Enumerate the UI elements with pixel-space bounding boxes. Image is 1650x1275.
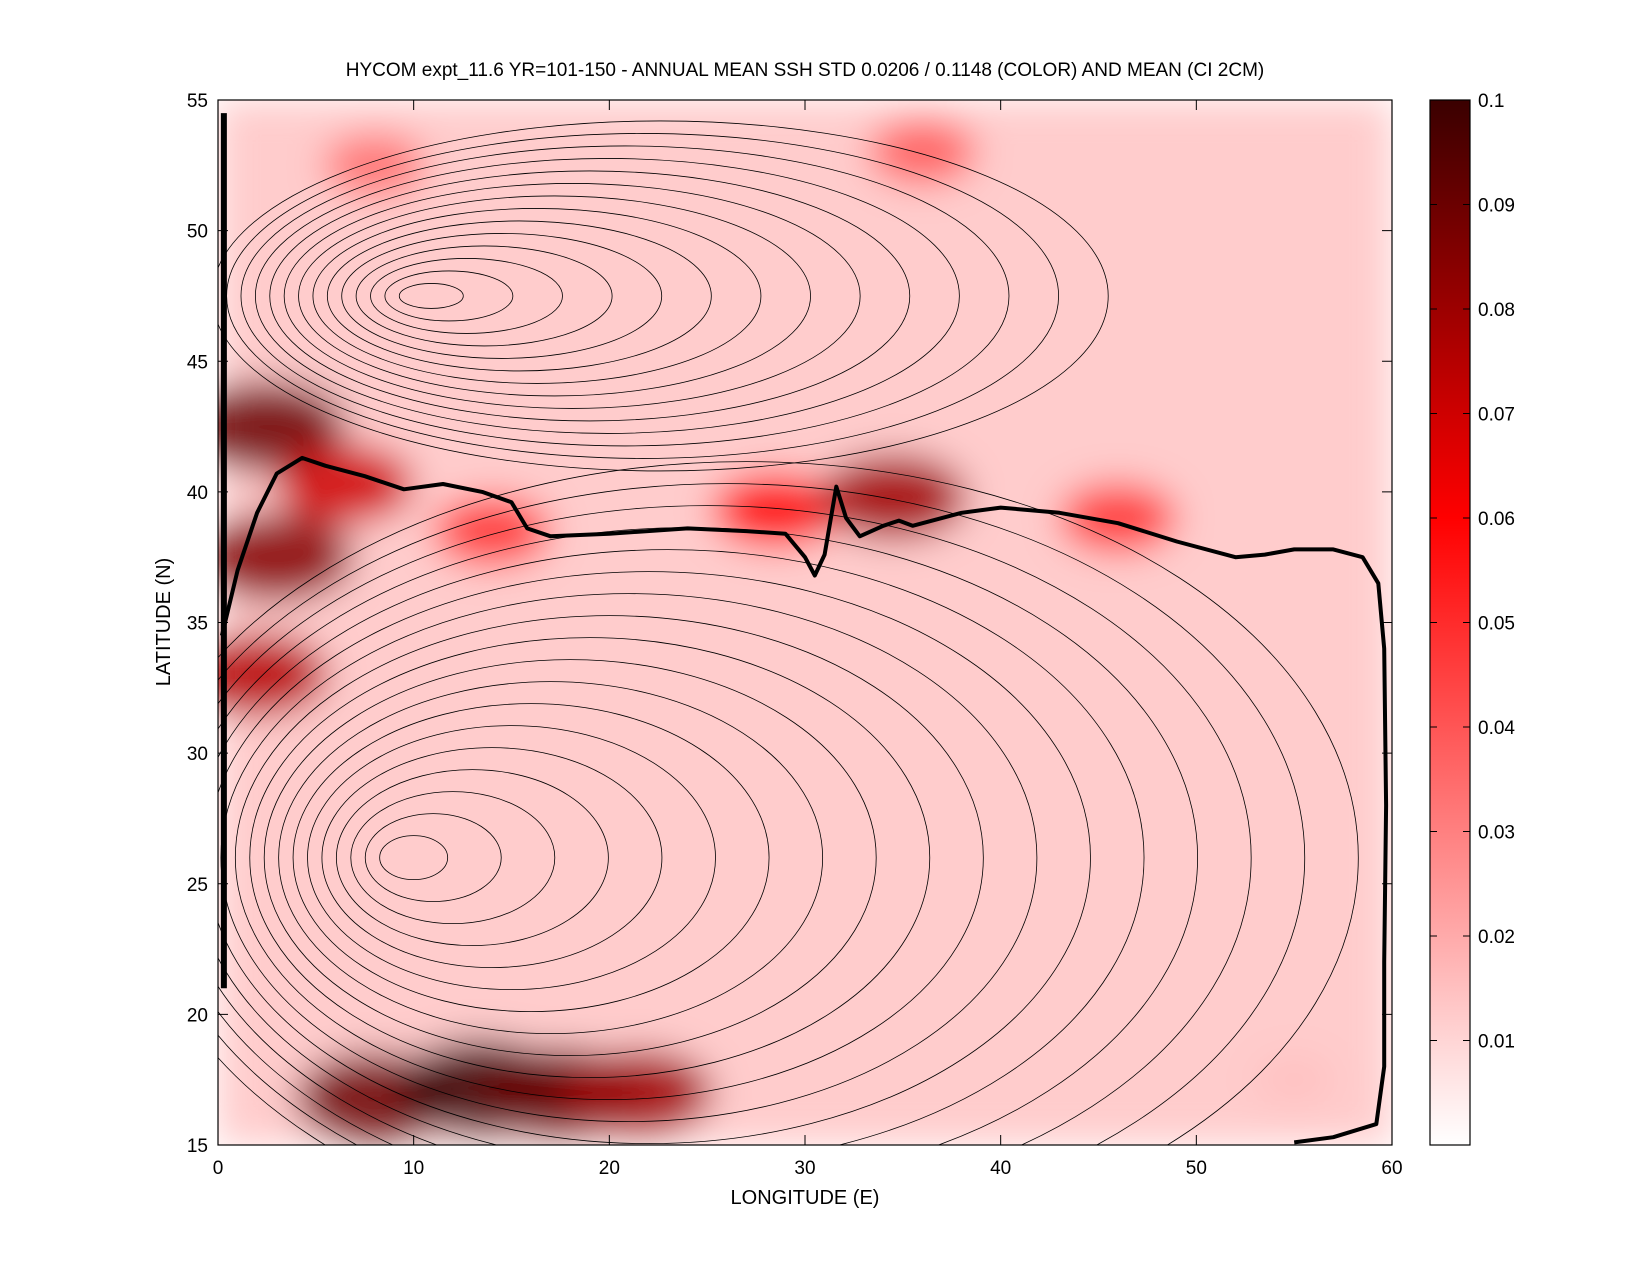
x-tick-label: 60	[1381, 1158, 1402, 1179]
std-max-region	[1059, 483, 1178, 553]
mean-ssh-contour	[370, 258, 563, 334]
mean-ssh-contour	[312, 208, 762, 384]
std-max-region	[1252, 1053, 1336, 1106]
std-max-region	[819, 454, 968, 540]
x-tick-label: 10	[403, 1158, 424, 1179]
mean-ssh-contour	[240, 145, 1010, 447]
std-max-region	[564, 1049, 713, 1136]
std-max-region	[218, 513, 354, 602]
x-tick-label: 30	[794, 1158, 815, 1179]
mean-ssh-contour	[249, 637, 931, 1079]
y-tick-label: 40	[187, 483, 208, 504]
mean-ssh-contour	[307, 725, 716, 991]
background-wash	[218, 100, 1392, 1145]
x-tick-label: 50	[1186, 1158, 1207, 1179]
mean-ssh-contour	[234, 615, 984, 1101]
y-tick-label: 15	[187, 1136, 208, 1157]
mean-ssh-contour	[218, 483, 1305, 1145]
mean-ssh-contour	[326, 220, 712, 372]
mean-ssh-contour	[269, 170, 911, 422]
y-tick-label: 45	[187, 352, 208, 373]
mean-ssh-contour	[218, 549, 1145, 1145]
std-max-region	[711, 472, 840, 548]
mean-ssh-contour	[379, 835, 449, 881]
colorbar-tick-label: 0.04	[1478, 718, 1515, 739]
y-tick-label: 20	[187, 1005, 208, 1026]
y-tick-label: 25	[187, 875, 208, 896]
colorbar-tick-label: 0.03	[1478, 823, 1515, 844]
std-max-region	[432, 496, 551, 567]
x-tick-label: 40	[990, 1158, 1011, 1179]
mean-ssh-contour	[364, 813, 502, 903]
x-tick-label: 0	[213, 1158, 224, 1179]
colorbar-tick-label: 0.06	[1478, 509, 1515, 530]
y-axis-label: LATITUDE (N)	[153, 558, 175, 687]
chart-title: HYCOM expt_11.6 YR=101-150 - ANNUAL MEAN…	[346, 60, 1265, 81]
colorbar-tick-label: 0.07	[1478, 405, 1515, 426]
mean-ssh-contour	[321, 747, 663, 969]
colorbar-ticks: 0.01 0.02 0.03 0.04 0.05 0.06 0.07 0.08 0.09 0.1	[1430, 91, 1515, 1053]
std-max-region	[868, 119, 977, 185]
colorbar-tick-label: 0.01	[1478, 1032, 1515, 1053]
mean-ssh-contour	[278, 681, 824, 1035]
y-tick-label: 30	[187, 744, 208, 765]
mean-ssh-contour	[384, 270, 514, 322]
std-max-region	[323, 134, 427, 197]
colorbar-tick-label: 0.08	[1478, 300, 1515, 321]
std-max-region	[276, 443, 415, 525]
mean-ssh-contour	[218, 505, 1252, 1145]
std-max-region	[218, 633, 329, 717]
mean-ssh-contour	[292, 703, 770, 1013]
colorbar-tick-label: 0.1	[1478, 91, 1504, 112]
mean-ssh-contour	[283, 183, 861, 409]
mean-ssh-contour	[298, 195, 811, 397]
mean-ssh-contour	[335, 769, 609, 947]
mean-ssh-contours	[218, 113, 1389, 1145]
mean-ssh-contour	[218, 461, 1359, 1145]
mean-ssh-contour	[218, 571, 1091, 1144]
x-tick-label: 20	[599, 1158, 620, 1179]
y-tick-label: 55	[187, 91, 208, 112]
y-tick-label: 50	[187, 222, 208, 243]
mean-ssh-contour	[355, 245, 613, 347]
y-tick-label: 35	[187, 614, 208, 635]
mean-ssh-contour	[218, 120, 1109, 472]
colorbar-tick-label: 0.09	[1478, 196, 1515, 217]
mean-ssh-contour	[350, 791, 556, 925]
ssh-std-color-field	[218, 100, 1392, 1145]
y-axis: 15 20 25 30 35 40 45 50 55	[187, 91, 1392, 1157]
mean-ssh-contour	[263, 659, 877, 1057]
mean-ssh-contour	[254, 158, 960, 434]
colorbar-tick-label: 0.02	[1478, 927, 1515, 948]
x-axis-label: LONGITUDE (E)	[731, 1187, 880, 1209]
mean-ssh-contour	[398, 283, 464, 309]
x-axis: 0 10 20 30 40 50 60	[213, 100, 1403, 1179]
zero-mean-contour	[219, 455, 1389, 1145]
colorbar-tick-label: 0.05	[1478, 614, 1515, 635]
mean-ssh-contour	[341, 233, 663, 359]
